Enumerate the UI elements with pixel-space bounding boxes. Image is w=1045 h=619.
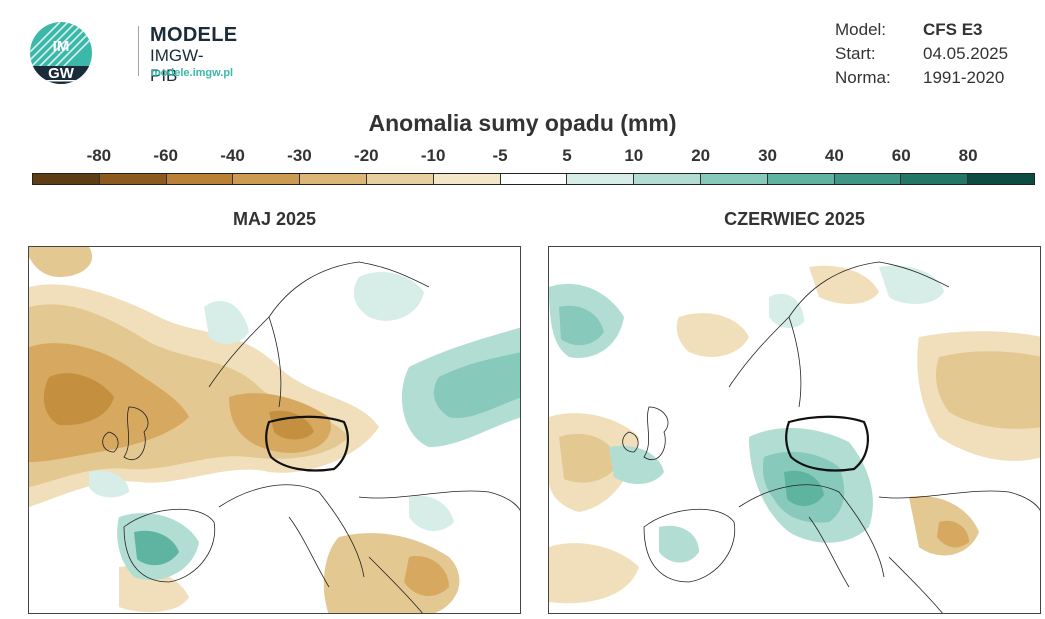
colorbar-segment (99, 174, 167, 184)
model-row: Model: CFS E3 (835, 20, 1035, 44)
brand-url[interactable]: modele.imgw.pl (151, 67, 234, 79)
legend-tick-label: 80 (958, 146, 978, 165)
map-june (548, 246, 1041, 614)
poland-border (265, 415, 349, 472)
start-label: Start: (835, 44, 876, 63)
colorbar-segment (33, 174, 100, 184)
imgw-logo: IM GW MODELE IMGW-PIB modele.imgw.pl (30, 22, 237, 86)
colorbar-segment (700, 174, 768, 184)
dry-anomaly-fields (29, 247, 460, 613)
logo-divider (138, 26, 139, 76)
anomaly-map-may (29, 247, 520, 613)
legend-tick-label: 30 (758, 146, 777, 165)
legend-tick-label: -40 (220, 146, 245, 165)
legend-tick-label: -60 (153, 146, 178, 165)
run-info: Model: CFS E3 Start: 04.05.2025 Norma: 1… (835, 20, 1035, 92)
coastlines (622, 261, 1040, 613)
colorbar-segment (834, 174, 902, 184)
norm-label: Norma: (835, 68, 891, 87)
brand-subtitle: IMGW-PIB (150, 46, 204, 85)
colorbar-segment (300, 174, 367, 184)
legend-tick-label: -5 (492, 146, 508, 165)
colorbar-segment (366, 174, 434, 184)
colorbar-segment (500, 174, 568, 184)
colorbar-segment (767, 174, 835, 184)
colorbar (32, 173, 1035, 185)
wet-anomaly-fields (89, 272, 520, 581)
model-value: CFS E3 (923, 20, 983, 39)
map-title-may: MAJ 2025 (232, 209, 317, 229)
legend-tick-label: 60 (891, 146, 911, 165)
anomaly-map-june (549, 247, 1040, 613)
legend-tick-label: -10 (420, 146, 446, 165)
logo-text-top: IM (53, 38, 70, 55)
colorbar-segment (433, 174, 501, 184)
legend-tick-label: 40 (824, 146, 844, 165)
coastlines (102, 261, 520, 613)
start-value: 04.05.2025 (923, 44, 1009, 63)
colorbar-segment (968, 174, 1034, 184)
legend-title: Anomalia sumy opadu (mm) (368, 110, 677, 136)
legend-tick-label: 5 (562, 146, 572, 165)
legend-tick-label: -30 (287, 146, 312, 165)
brand-name: MODELE (150, 24, 238, 46)
dry-anomaly-fields (549, 265, 1040, 604)
imgw-logo-icon: IM GW (30, 22, 92, 84)
colorbar-segment (166, 174, 234, 184)
legend-tick-label: 10 (624, 146, 644, 165)
norm-row: Norma: 1991-2020 (835, 68, 1035, 92)
legend-tick-label: -20 (354, 146, 379, 165)
legend-ticks: -80 -60 -40 -30 -20 -10 -5 5 10 20 30 40 60 80 (0, 146, 1045, 168)
colorbar-segment (233, 174, 301, 184)
legend-tick-label: -80 (86, 146, 112, 165)
map-title-june: CZERWIEC 2025 (724, 209, 865, 229)
colorbar-segment (634, 174, 701, 184)
colorbar-segment (567, 174, 635, 184)
start-row: Start: 04.05.2025 (835, 44, 1035, 68)
map-may (28, 246, 521, 614)
norm-value: 1991-2020 (923, 68, 1005, 87)
legend-tick-label: 20 (691, 146, 711, 165)
colorbar-segment (901, 174, 969, 184)
model-label: Model: (835, 20, 887, 39)
poland-border (785, 415, 869, 472)
logo-text-bottom: GW (48, 65, 75, 82)
